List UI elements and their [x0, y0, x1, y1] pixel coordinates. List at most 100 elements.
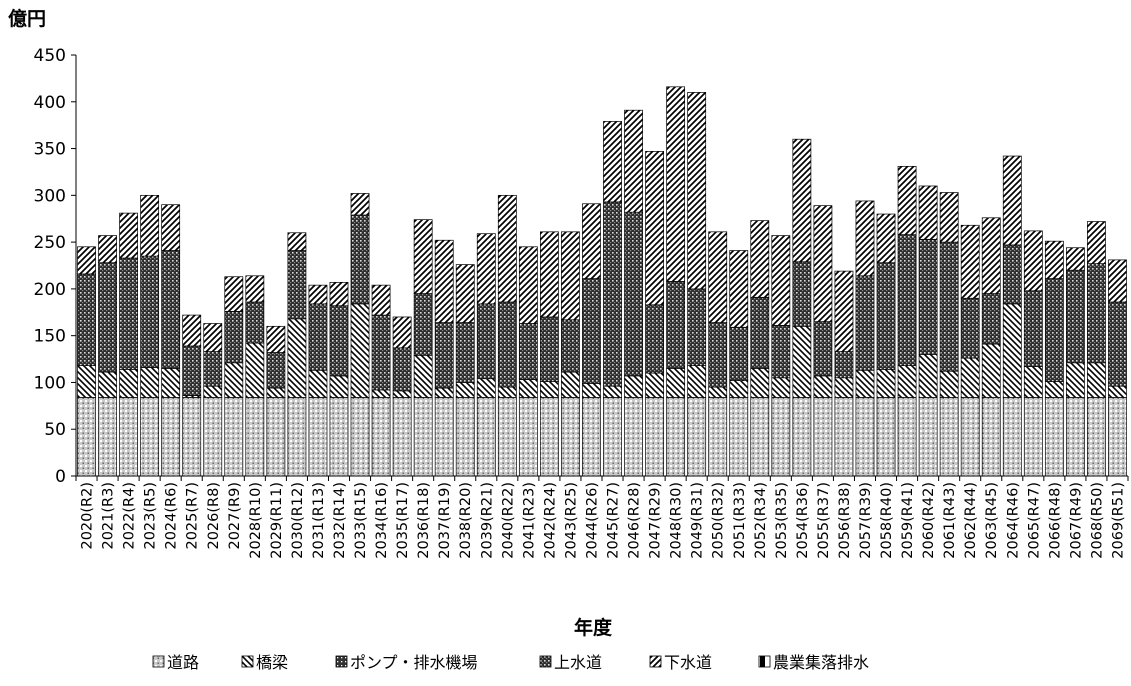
x-tick-label: 2039(R21) [479, 482, 495, 559]
x-tick-label: 2036(R18) [416, 482, 432, 559]
bar-segment [476, 397, 496, 477]
bar-segment [729, 380, 749, 398]
bar-segment [203, 323, 223, 352]
bar-segment [1044, 381, 1064, 398]
bar-segment [224, 397, 244, 477]
bar-segment [1023, 366, 1043, 398]
x-tick-label: 2026(R8) [206, 482, 222, 550]
bar-segment [245, 342, 265, 398]
bar-segment [497, 386, 517, 398]
bar-segment [392, 390, 412, 398]
bar-segment [1002, 303, 1022, 398]
x-tick-label: 2035(R17) [395, 482, 411, 559]
bar-segment [855, 200, 875, 277]
bar-segment [645, 304, 664, 374]
bar-segment [750, 368, 770, 398]
bar-segment [371, 389, 391, 398]
bar-segment [308, 397, 328, 477]
bar-segment [476, 378, 496, 398]
bar-segment [561, 397, 580, 477]
bar-segment [497, 397, 517, 477]
bar-segment [960, 357, 980, 398]
x-tick-label: 2056(R38) [837, 482, 853, 559]
bar-segment [1065, 247, 1085, 271]
bar-segment [203, 397, 223, 477]
bar-segment [434, 387, 454, 398]
bar-segment [750, 397, 770, 477]
x-tick-label: 2031(R13) [311, 482, 327, 559]
bar-segment [813, 205, 833, 322]
bar-segment [119, 397, 138, 477]
bar-segment [981, 217, 1001, 294]
bar-segment [729, 326, 749, 381]
bar-segment [434, 322, 454, 389]
bar-segment [203, 351, 223, 387]
bar-segment [939, 192, 959, 243]
bar-segment [666, 368, 686, 398]
x-tick-label: 2040(R22) [500, 482, 516, 559]
bar-segment [897, 397, 917, 477]
bar-segment [1002, 397, 1022, 477]
bar-segment [497, 301, 517, 388]
bar-segment [371, 314, 391, 391]
legend: 道路 橋梁 ポンプ・排水機場 上水道 下水道 農業集落排水 [152, 653, 869, 672]
bar-segment [308, 369, 328, 398]
bar-segment [918, 185, 938, 240]
legend-item: ポンプ・排水機場 [335, 653, 478, 672]
bar-segment [350, 303, 370, 398]
y-tick-label: 0 [55, 467, 66, 487]
bar-segment [771, 377, 791, 398]
bar-segment [792, 325, 812, 398]
x-tick-label: 2021(R3) [101, 482, 117, 550]
bar-segment [392, 347, 412, 392]
plot-area: 0 50 100 150 200 250 300 350 400 450 2020(R2) 2021(… [34, 46, 1129, 559]
x-tick-label: 2054(R36) [795, 482, 811, 559]
bar-segment [329, 305, 349, 377]
bar-segment [582, 203, 601, 279]
bar-segment [245, 275, 265, 303]
bar-segment [98, 371, 117, 398]
legend-item: 道路 [152, 653, 199, 672]
x-tick-label: 2060(R42) [921, 482, 937, 559]
legend-label: 道路 [167, 653, 199, 672]
x-tick-label: 2069(R51) [1110, 482, 1126, 559]
bar-segment [476, 233, 496, 305]
bar-segment [624, 397, 643, 477]
bar-segment [771, 235, 791, 326]
bar-segment [834, 397, 854, 477]
bar-segment [939, 241, 959, 372]
bar-segment [855, 275, 875, 371]
bar-segment [666, 397, 686, 477]
bar-segment [603, 121, 622, 203]
bar-segment [371, 284, 391, 316]
bar-segment [1044, 278, 1064, 382]
bar-segment [813, 397, 833, 477]
bar-segment [1087, 263, 1106, 364]
bar-segment [308, 303, 328, 371]
bar-segment [687, 397, 707, 477]
x-tick-label: 2032(R14) [332, 482, 348, 559]
bar-segment [77, 246, 96, 275]
bar-segment [1023, 230, 1043, 292]
x-tick-label: 2063(R45) [984, 482, 1000, 559]
bar-segment [1044, 397, 1064, 477]
bar-segment [476, 303, 496, 380]
bar-segment [582, 278, 601, 384]
bar-segment [1065, 269, 1085, 364]
x-tick-label: 2051(R33) [732, 482, 748, 559]
legend-swatch [758, 655, 771, 668]
x-tick-label: 2042(R24) [542, 482, 558, 559]
bar-segment [350, 397, 370, 477]
x-tick-label: 2034(R16) [374, 482, 390, 559]
bar-segment [729, 397, 749, 477]
bar-segment [666, 281, 686, 369]
bar-segment [392, 316, 412, 349]
bar-segment [266, 325, 286, 353]
bar-segment [897, 365, 917, 398]
bar-segment [582, 383, 601, 398]
bar-segment [834, 377, 854, 398]
legend-label: 下水道 [664, 653, 712, 672]
bar-segment [561, 319, 580, 373]
bar-segment [266, 397, 286, 477]
bar-segment [1087, 362, 1106, 398]
